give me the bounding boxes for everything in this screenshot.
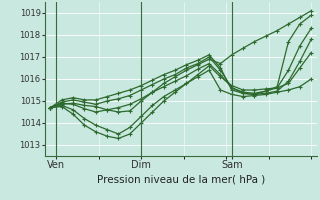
X-axis label: Pression niveau de la mer( hPa ): Pression niveau de la mer( hPa ) — [97, 174, 265, 184]
